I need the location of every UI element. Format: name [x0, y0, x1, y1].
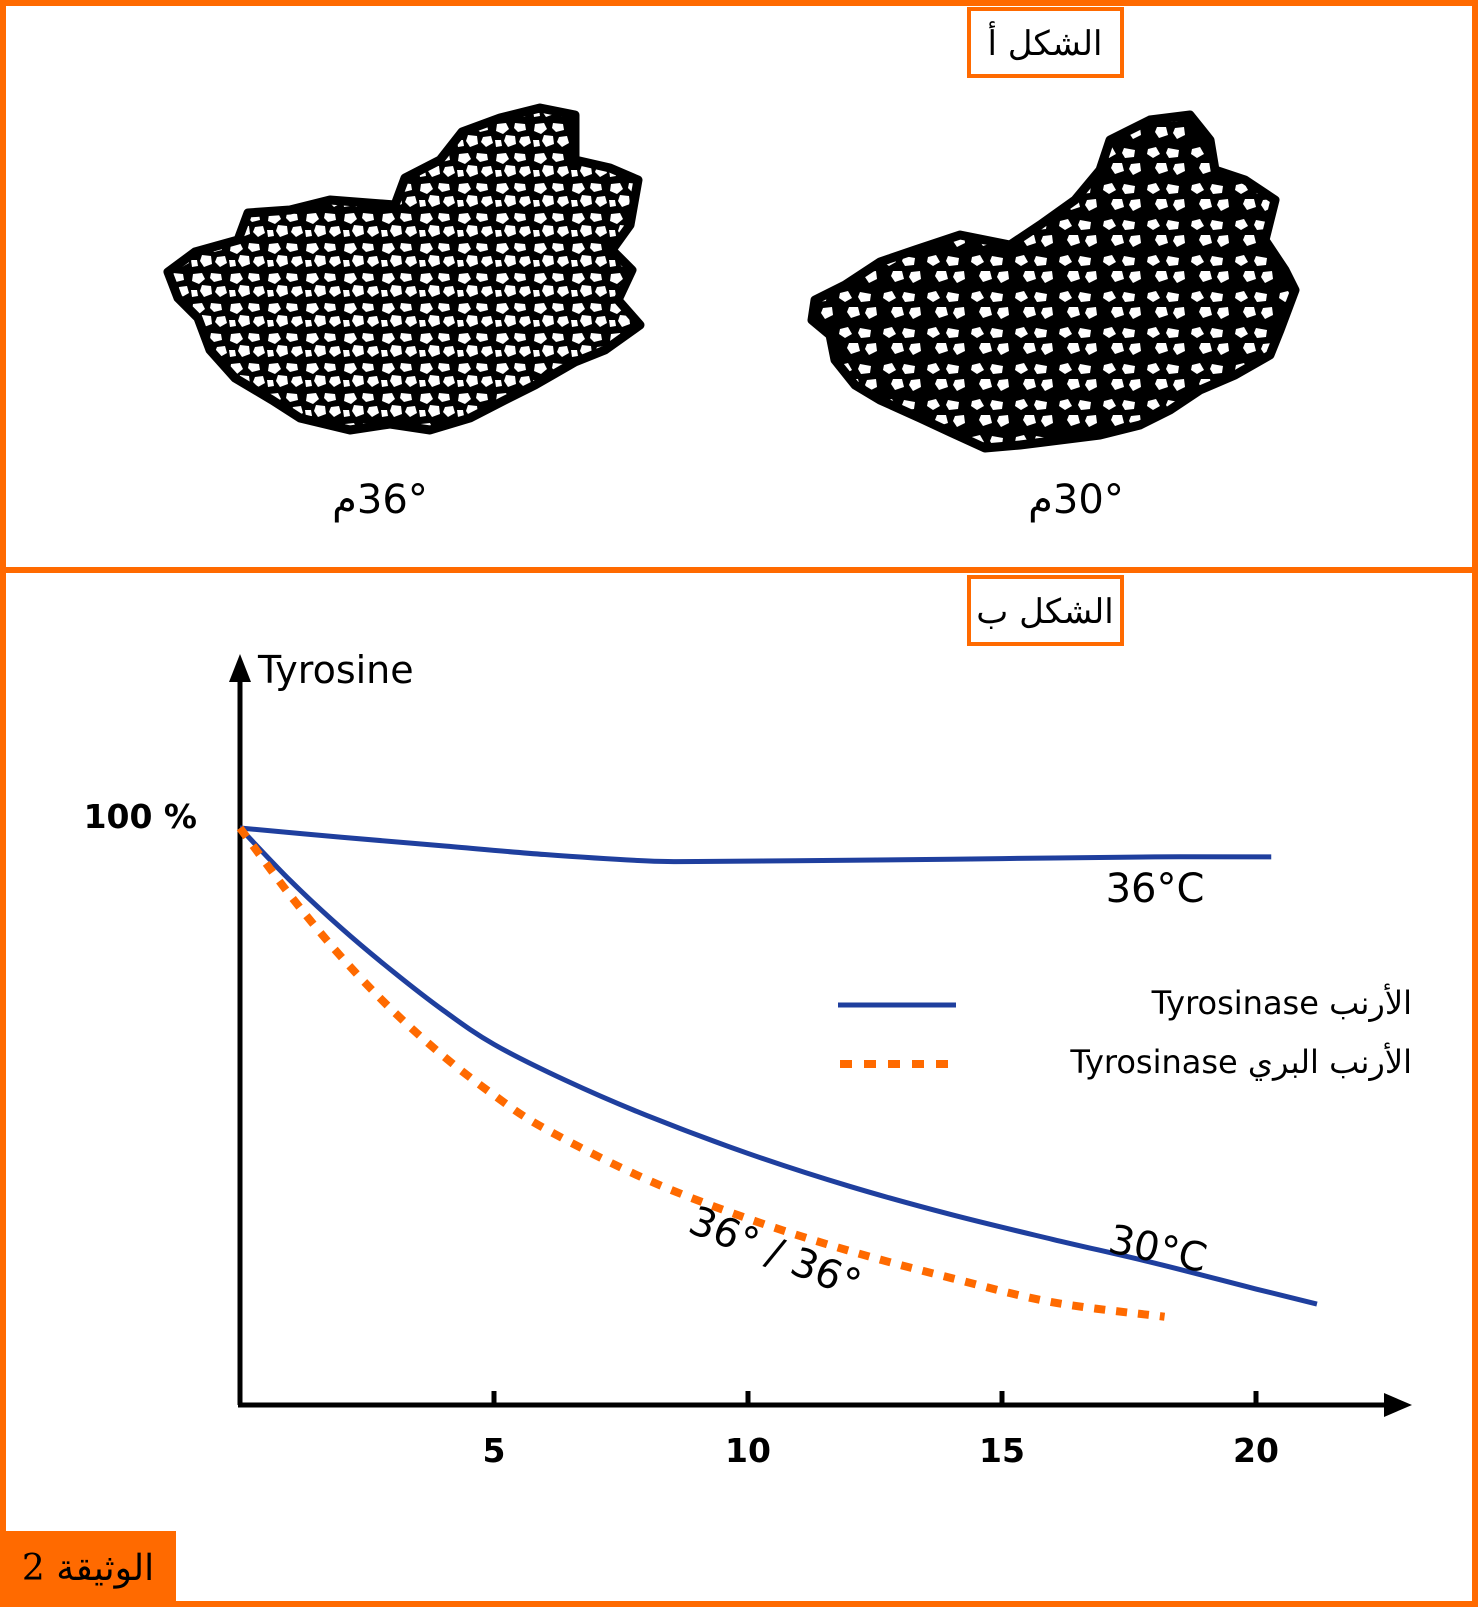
x-tick-label-20: 20 — [1233, 1431, 1279, 1470]
panel-b-label-box — [967, 575, 1124, 646]
enzyme-structure-36 — [163, 103, 645, 435]
panel-a-label-box — [967, 7, 1124, 78]
x-tick-label-5: 5 — [483, 1431, 506, 1470]
series-label-2: 36° / 36° — [682, 1198, 867, 1308]
series-label-0: 36°C — [1106, 866, 1205, 912]
legend-entry-rabbit: Tyrosinase الأرنب — [1151, 983, 1412, 1022]
series-labels: 36°C 30°C 36° / 36° — [682, 866, 1210, 1308]
legend: Tyrosinase الأرنب Tyrosinase الأرنب البر… — [838, 983, 1412, 1081]
panel-b-label: الشكل ب — [976, 592, 1113, 632]
panel-a-label: الشكل أ — [988, 21, 1103, 64]
x-axis-arrow-icon — [1384, 1393, 1412, 1417]
series-label-1: 30°C — [1105, 1217, 1211, 1283]
caption-36: 36°م — [332, 477, 428, 523]
document-label-box — [0, 1531, 176, 1604]
caption-30: 30°م — [1028, 477, 1124, 523]
series-layer — [236, 825, 1318, 1321]
x-ticks: 5 10 15 20 — [483, 1391, 1279, 1470]
x-tick-label-10: 10 — [725, 1431, 771, 1470]
y-axis-label: Tyrosine — [257, 648, 414, 692]
chart: Tyrosine 100 % 5 10 15 20 36°C 30°C 36° / 36°… — [84, 648, 1412, 1470]
y-axis-arrow-icon — [229, 654, 251, 682]
series-line-2 — [236, 825, 1166, 1321]
series-line-1 — [238, 826, 1318, 1307]
x-tick-label-15: 15 — [979, 1431, 1025, 1470]
series-line-0 — [239, 825, 1272, 865]
y-tick-label: 100 % — [84, 797, 197, 836]
legend-entry-wild-rabbit: Tyrosinase الأرنب البري — [1069, 1042, 1412, 1081]
document-label: الوثيقة 2 — [22, 1548, 154, 1589]
enzyme-structure-30 — [807, 110, 1300, 453]
